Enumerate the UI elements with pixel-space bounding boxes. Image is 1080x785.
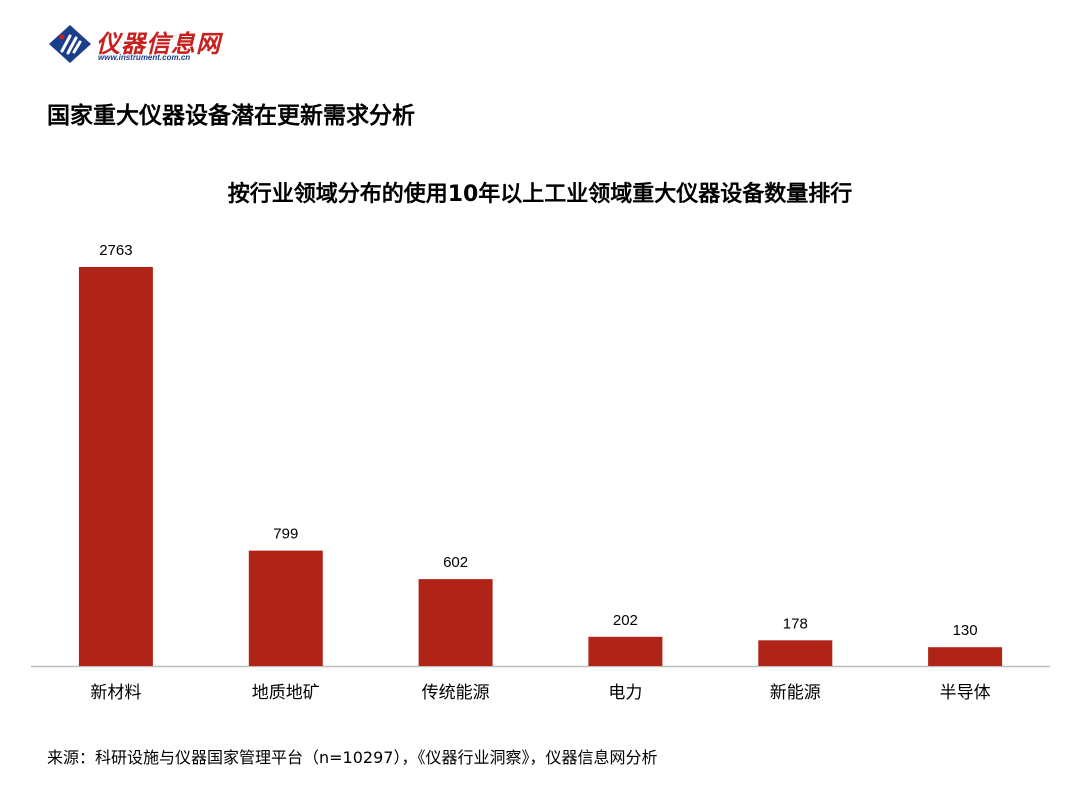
category-label-3: 传统能源 — [422, 683, 490, 703]
bar-4 — [588, 636, 663, 666]
data-label-1: 2763 — [99, 242, 132, 259]
data-label-2: 799 — [273, 526, 298, 543]
brand-logo: 仪器信息网 www.instrument.com.cn — [48, 22, 248, 66]
source-note: 来源：科研设施与仪器国家管理平台（n=10297），《仪器行业洞察》，仪器信息网… — [47, 748, 658, 767]
category-label-5: 新能源 — [770, 683, 821, 703]
category-label-1: 新材料 — [90, 683, 141, 703]
logo-name: 仪器信息网 — [96, 30, 221, 58]
data-label-3: 602 — [443, 554, 468, 571]
bar-6 — [928, 647, 1003, 666]
bar-3 — [418, 579, 493, 666]
category-label-6: 半导体 — [940, 683, 991, 703]
chart-title: 按行业领域分布的使用10年以上工业领域重大仪器设备数量排行 — [227, 182, 853, 207]
bar-5 — [758, 640, 833, 666]
logo-mark-icon — [49, 25, 91, 63]
bar-2 — [248, 550, 323, 666]
data-label-5: 178 — [783, 615, 808, 632]
bar-1 — [78, 267, 153, 666]
page-title: 国家重大仪器设备潜在更新需求分析 — [47, 103, 415, 129]
data-label-4: 202 — [613, 612, 638, 629]
data-label-6: 130 — [953, 622, 978, 639]
logo-url: www.instrument.com.cn — [98, 53, 191, 62]
category-label-2: 地质地矿 — [252, 683, 320, 703]
category-label-4: 电力 — [608, 683, 642, 703]
